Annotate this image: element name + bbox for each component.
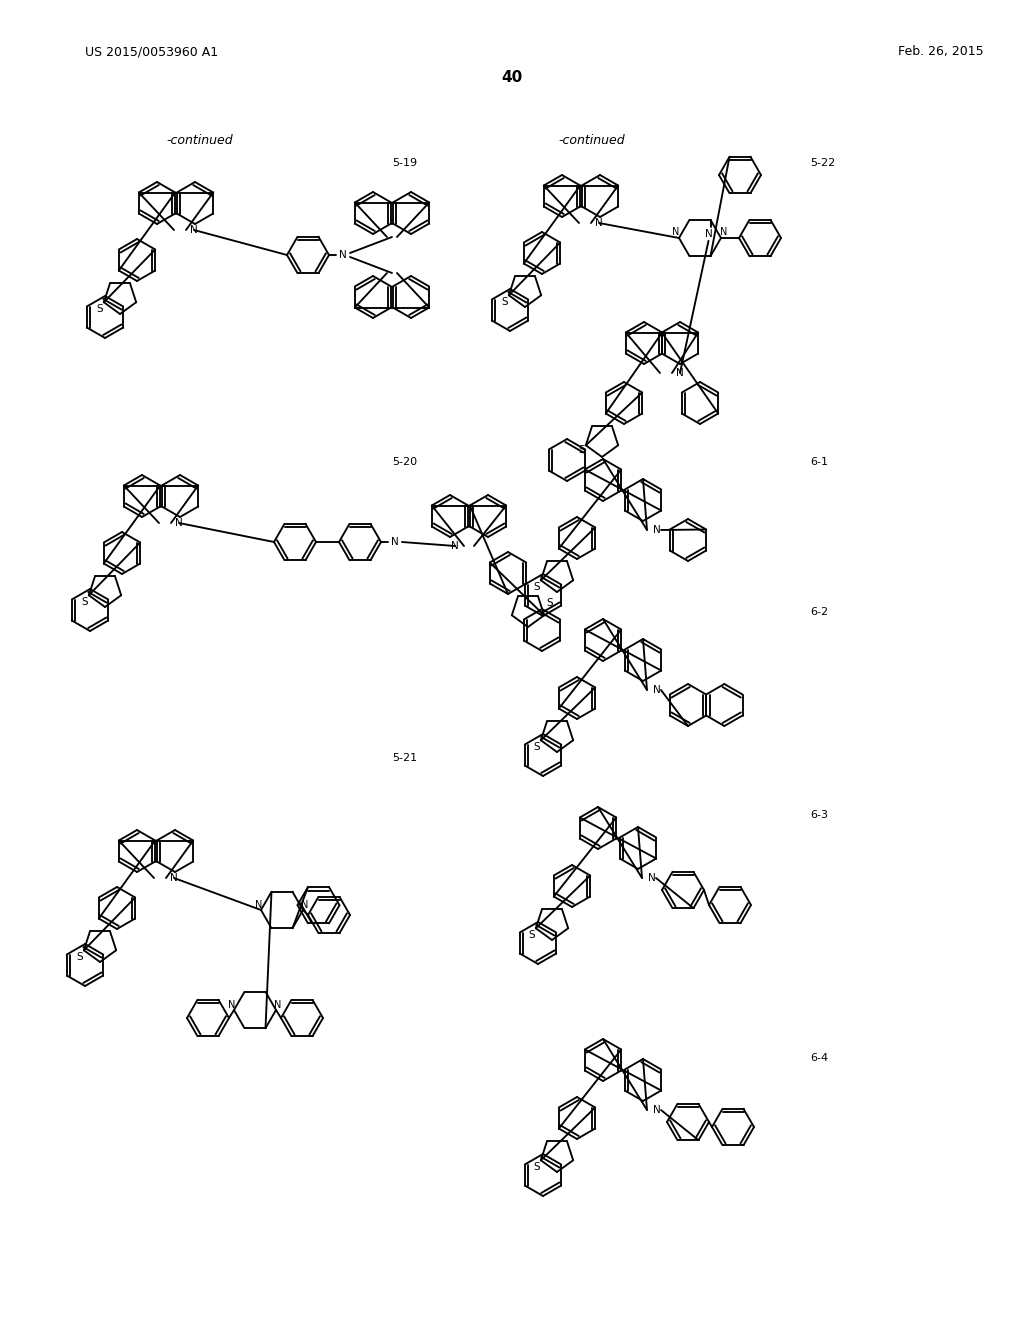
- Text: S: S: [82, 597, 88, 607]
- Text: S: S: [502, 297, 508, 308]
- Text: 6-1: 6-1: [810, 457, 828, 467]
- Text: 40: 40: [502, 70, 522, 86]
- Text: N: N: [255, 900, 263, 909]
- Text: 5-22: 5-22: [810, 158, 836, 168]
- Text: -continued: -continued: [167, 133, 233, 147]
- Text: N: N: [301, 900, 308, 909]
- Text: N: N: [175, 517, 183, 528]
- Text: 5-21: 5-21: [392, 752, 417, 763]
- Text: N: N: [648, 873, 656, 883]
- Text: Feb. 26, 2015: Feb. 26, 2015: [898, 45, 984, 58]
- Text: 6-3: 6-3: [810, 810, 828, 820]
- Text: N: N: [653, 525, 660, 535]
- Text: 5-20: 5-20: [392, 457, 417, 467]
- Text: N: N: [339, 249, 347, 260]
- Text: N: N: [673, 227, 680, 238]
- Text: N: N: [452, 541, 459, 550]
- Text: N: N: [595, 218, 603, 228]
- Text: S: S: [77, 952, 83, 962]
- Text: N: N: [676, 368, 684, 378]
- Text: N: N: [170, 873, 178, 883]
- Text: 6-2: 6-2: [810, 607, 828, 616]
- Text: N: N: [705, 228, 713, 239]
- Text: N: N: [228, 1001, 236, 1010]
- Text: -continued: -continued: [559, 133, 626, 147]
- Text: US 2015/0053960 A1: US 2015/0053960 A1: [85, 45, 218, 58]
- Text: S: S: [534, 1162, 541, 1172]
- Text: N: N: [653, 1105, 660, 1115]
- Text: S: S: [547, 598, 553, 609]
- Text: 6-4: 6-4: [810, 1053, 828, 1063]
- Text: N: N: [274, 1001, 282, 1010]
- Text: S: S: [96, 304, 103, 314]
- Text: N: N: [653, 685, 660, 696]
- Text: N: N: [720, 227, 728, 238]
- Text: N: N: [190, 224, 198, 235]
- Text: S: S: [534, 742, 541, 752]
- Text: N: N: [391, 537, 399, 546]
- Text: S: S: [534, 582, 541, 591]
- Text: S: S: [579, 445, 586, 455]
- Text: S: S: [528, 931, 536, 940]
- Text: 5-19: 5-19: [392, 158, 417, 168]
